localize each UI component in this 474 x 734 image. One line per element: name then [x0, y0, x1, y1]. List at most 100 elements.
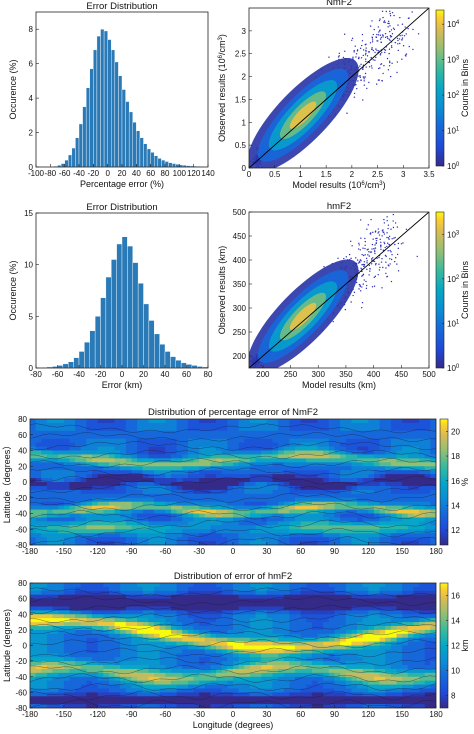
- x-tick-label: -90: [126, 710, 138, 719]
- y-tick-label: 2: [29, 129, 34, 138]
- histogram-bar: [128, 111, 133, 168]
- colorbar-tick-label: 18: [451, 452, 460, 461]
- histogram-bar: [75, 137, 80, 168]
- y-tick-label: 60: [18, 431, 27, 440]
- x-tick-label: 3.5: [423, 170, 435, 179]
- y-tick-label: 450: [233, 232, 247, 241]
- y-tick-label: 15: [24, 209, 33, 218]
- histogram-bar: [121, 89, 126, 168]
- y-tick-label: 8: [29, 25, 34, 34]
- histogram-bar: [62, 363, 69, 369]
- colorbar: 8 10 12 14 16 km: [439, 582, 470, 709]
- x-tick-label: 350: [339, 370, 353, 379]
- x-tick-label: -150: [56, 547, 73, 556]
- x-tick-label: 30: [262, 710, 271, 719]
- x-tick-label: 20: [139, 370, 148, 379]
- y-tick-label: 1: [242, 118, 247, 127]
- colorbar-label: %: [460, 478, 470, 486]
- x-tick-label: -20: [88, 169, 100, 178]
- histogram-bar: [84, 341, 90, 369]
- y-axis-label: Occurence (%): [8, 260, 18, 320]
- x-tick-label: -80: [45, 169, 57, 178]
- x-tick-label: 0: [231, 547, 236, 556]
- histogram-bar: [105, 276, 112, 369]
- histogram-bar: [68, 361, 74, 369]
- x-tick-label: 90: [330, 710, 339, 719]
- histogram-bar: [161, 159, 166, 168]
- histogram-bar: [73, 357, 80, 369]
- x-tick-label: 120: [187, 169, 201, 178]
- colorbar-tick-label: 12: [451, 526, 460, 535]
- histogram-bar: [118, 75, 123, 168]
- x-tick-label: -60: [160, 710, 172, 719]
- colorbar-tick-label: 103: [447, 56, 460, 65]
- x-tick-label: 90: [330, 547, 339, 556]
- x-tick-label: -40: [73, 370, 85, 379]
- reference-line-1to1: [249, 8, 429, 168]
- x-tick-label: 2.5: [372, 170, 384, 179]
- x-tick-label: -180: [22, 547, 39, 556]
- histogram-bar: [68, 154, 73, 168]
- histogram-bar: [164, 351, 171, 369]
- x-tick-label: -30: [193, 547, 205, 556]
- histogram-bar: [170, 356, 176, 369]
- x-tick-label: -80: [30, 370, 42, 379]
- histogram-bar: [136, 130, 141, 168]
- histogram-bar: [159, 344, 166, 369]
- histogram-bar: [175, 360, 182, 369]
- x-tick-label: 0: [105, 169, 110, 178]
- colorbar-tick-label: 12: [451, 642, 460, 651]
- histogram-bar: [154, 155, 159, 168]
- histogram-bar: [60, 163, 65, 168]
- y-tick-label: 4: [29, 94, 34, 103]
- x-tick-label: 1.5: [321, 170, 333, 179]
- y-tick-label: 0.5: [235, 141, 247, 150]
- x-tick-label: 30: [262, 547, 271, 556]
- histogram-bar: [107, 39, 112, 168]
- chart-title: Error Distribution: [86, 1, 157, 12]
- y-tick-label: -40: [15, 673, 27, 682]
- x-tick-label: 200: [256, 370, 270, 379]
- y-axis-label: Latitude（degrees）: [2, 441, 12, 524]
- x-tick-label: 120: [362, 710, 376, 719]
- histogram-bar: [93, 49, 98, 168]
- y-tick-label: 20: [18, 626, 27, 635]
- chart-title: Distribution of percentage error of NmF2: [148, 407, 318, 418]
- y-axis-label: Observed results (106/cm3): [217, 34, 227, 142]
- histogram-bar: [111, 259, 117, 369]
- x-tick-label: 60: [296, 710, 305, 719]
- y-axis-label: Observed results (km): [217, 246, 227, 335]
- y-tick-label: 350: [233, 280, 247, 289]
- x-tick-label: -180: [22, 710, 39, 719]
- x-tick-label: 60: [182, 370, 191, 379]
- x-axis-label: Longitude (degrees): [193, 720, 274, 730]
- histogram-bar: [100, 297, 107, 369]
- histogram-bar: [180, 362, 187, 369]
- histogram-bars: [41, 236, 209, 369]
- contour-map-panel-5: -180 -150 -120 -90 -60 -30 0 30 60 90 120 150 180-80…: [2, 407, 470, 556]
- plot-frame: [248, 7, 430, 169]
- colorbar-tick-label: 101: [447, 319, 460, 328]
- histogram-bar: [146, 148, 151, 168]
- density-panel-4: 200 250 300 350 400 450 500 200 250 300 350 400 450 5…: [217, 201, 470, 390]
- y-axis-label: Latitude (degrees): [2, 609, 12, 682]
- x-tick-label: 150: [395, 710, 409, 719]
- x-tick-label: 2: [350, 170, 355, 179]
- x-tick-label: 60: [296, 547, 305, 556]
- histogram-bar: [148, 320, 155, 369]
- histogram-bar: [103, 30, 108, 168]
- colorbar-label: Counts in Bins: [460, 58, 470, 117]
- colorbar-tick-label: 10: [451, 667, 460, 676]
- histogram-bar: [143, 143, 148, 168]
- x-tick-label: 180: [429, 710, 443, 719]
- y-tick-label: -60: [15, 688, 27, 697]
- histogram-bar: [71, 147, 76, 168]
- histogram-bar: [186, 364, 193, 369]
- y-tick-label: -80: [15, 541, 27, 550]
- colorbar-tick-label: 14: [451, 617, 460, 626]
- x-tick-label: 400: [367, 370, 381, 379]
- x-tick-label: -120: [90, 710, 107, 719]
- x-tick-label: -100: [28, 169, 45, 178]
- colorbar-tick-label: 16: [451, 477, 460, 486]
